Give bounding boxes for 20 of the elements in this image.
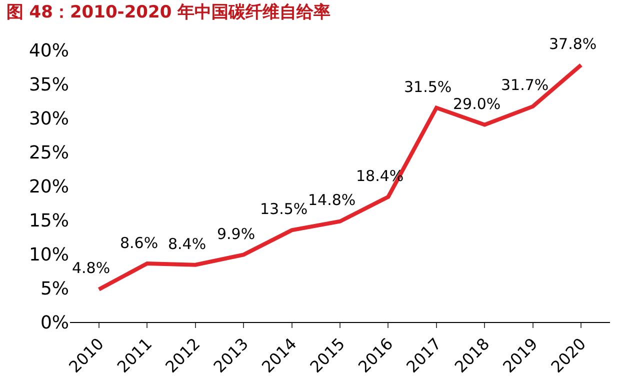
y-tick-label: 40%: [28, 40, 69, 62]
data-label: 9.9%: [217, 225, 256, 243]
y-tick-label: 10%: [28, 244, 69, 266]
data-label: 4.8%: [72, 259, 110, 277]
data-label: 14.8%: [308, 191, 356, 209]
data-label: 29.0%: [453, 95, 501, 113]
y-tick-label: 30%: [28, 108, 69, 130]
chart-title: 图 48：2010-2020 年中国碳纤维自给率: [6, 2, 331, 23]
data-label: 8.6%: [120, 234, 158, 252]
y-tick-label: 35%: [28, 74, 69, 96]
y-tick-label: 20%: [28, 176, 69, 198]
data-label: 31.5%: [404, 78, 452, 96]
data-label: 8.4%: [168, 235, 206, 253]
y-tick-label: 15%: [28, 210, 69, 232]
data-label: 13.5%: [260, 200, 308, 218]
data-label: 31.7%: [501, 76, 549, 94]
y-tick-label: 25%: [28, 142, 69, 164]
y-tick-label: 5%: [40, 278, 69, 300]
y-tick-label: 0%: [40, 312, 69, 334]
data-label: 37.8%: [549, 35, 597, 53]
